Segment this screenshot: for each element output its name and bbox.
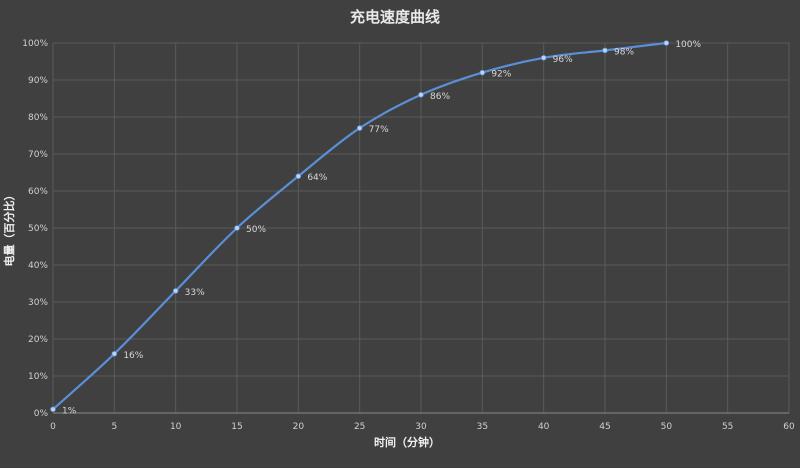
- y-tick-label: 100%: [22, 39, 48, 49]
- x-tick-label: 0: [50, 422, 56, 432]
- data-points: [50, 40, 670, 413]
- y-tick-label: 30%: [28, 298, 48, 308]
- series-line: [52, 41, 667, 411]
- y-tick-label: 70%: [28, 150, 48, 160]
- chart-title: 充电速度曲线: [350, 8, 440, 26]
- data-point: [172, 288, 179, 294]
- x-tick-label: 10: [170, 422, 182, 432]
- data-label: 33%: [185, 288, 205, 298]
- x-tick-label: 40: [538, 422, 550, 432]
- x-axis-ticks: 0 5 10 15 20 25 30 35 40 45 50 55 60: [50, 422, 795, 432]
- data-label: 16%: [123, 351, 143, 361]
- data-point: [295, 173, 302, 180]
- x-tick-label: 45: [599, 422, 610, 432]
- x-axis-title: 时间（分钟）: [374, 435, 440, 449]
- data-label: 50%: [246, 225, 266, 235]
- data-point: [602, 47, 608, 54]
- data-label: 77%: [369, 125, 389, 135]
- x-tick-label: 30: [415, 422, 427, 432]
- x-tick-label: 5: [111, 422, 117, 432]
- y-tick-label: 60%: [28, 187, 48, 197]
- y-axis-ticks: 0% 10% 20% 30% 40% 50% 60% 70% 80% 90% 100%: [22, 39, 48, 419]
- x-tick-label: 25: [354, 422, 365, 432]
- x-tick-label: 20: [293, 422, 305, 432]
- x-tick-label: 55: [722, 422, 733, 432]
- x-tick-label: 50: [661, 422, 673, 432]
- x-tick-label: 60: [783, 422, 795, 432]
- data-label: 96%: [553, 55, 573, 65]
- data-point: [540, 54, 547, 61]
- data-point: [111, 350, 118, 357]
- data-labels: 1% 16% 33% 50% 64% 77% 86% 92% 96% 98% 100%: [62, 40, 702, 416]
- y-tick-label: 40%: [28, 261, 48, 271]
- data-point: [234, 225, 240, 231]
- data-point: [356, 125, 363, 131]
- y-tick-label: 50%: [28, 224, 48, 234]
- x-tick-label: 35: [477, 422, 488, 432]
- data-label: 64%: [307, 173, 327, 183]
- data-point: [50, 406, 56, 413]
- grid: [52, 42, 790, 414]
- data-point: [479, 69, 486, 76]
- y-tick-label: 90%: [28, 76, 48, 86]
- y-tick-label: 80%: [28, 113, 48, 123]
- data-label: 1%: [62, 406, 77, 416]
- data-label: 98%: [614, 47, 634, 57]
- data-label: 100%: [675, 40, 701, 50]
- data-point: [418, 92, 424, 98]
- data-label: 92%: [491, 70, 511, 80]
- data-label: 86%: [430, 92, 450, 102]
- x-tick-label: 15: [231, 422, 242, 432]
- y-tick-label: 10%: [28, 372, 48, 382]
- data-point: [663, 40, 670, 46]
- y-axis-title: 电量（百分比）: [2, 190, 16, 267]
- y-tick-label: 0%: [34, 409, 49, 419]
- y-tick-label: 20%: [28, 335, 48, 345]
